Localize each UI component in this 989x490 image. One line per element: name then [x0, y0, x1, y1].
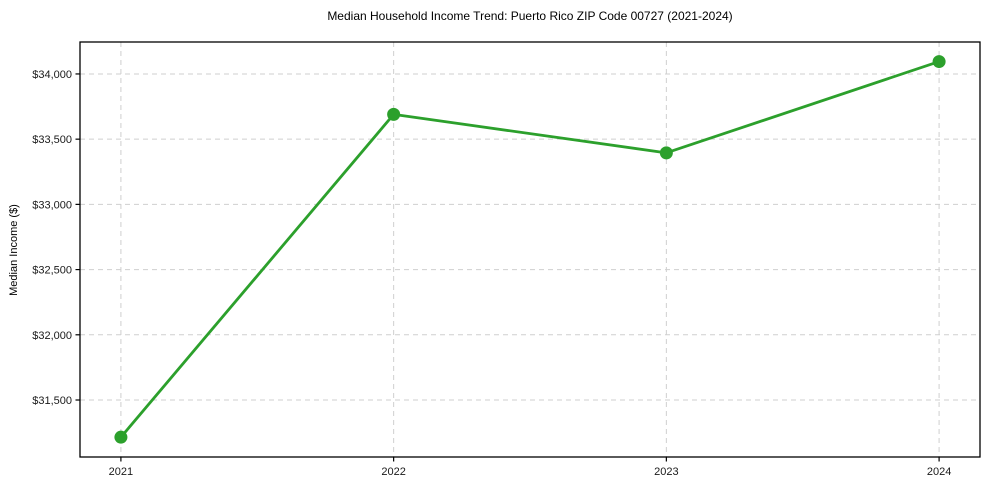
- y-tick-label: $32,500: [32, 265, 72, 277]
- y-tick-label: $31,500: [32, 395, 72, 407]
- x-tick-label: 2021: [109, 466, 133, 478]
- x-tick-label: 2022: [381, 466, 405, 478]
- data-point-marker: [659, 146, 673, 160]
- chart-title: Median Household Income Trend: Puerto Ri…: [327, 9, 733, 23]
- y-tick-label: $33,500: [32, 134, 72, 146]
- trend-line: [119, 60, 941, 439]
- y-tick-label: $34,000: [32, 69, 72, 81]
- plot-border: [79, 41, 981, 458]
- x-tick-label: 2023: [654, 466, 678, 478]
- data-point-marker: [387, 107, 401, 121]
- y-tick-label: $33,000: [32, 199, 72, 211]
- data-point-marker: [932, 55, 946, 69]
- y-tick-label: $32,000: [32, 330, 72, 342]
- x-tick-label: 2024: [927, 466, 951, 478]
- data-point-marker: [114, 430, 128, 444]
